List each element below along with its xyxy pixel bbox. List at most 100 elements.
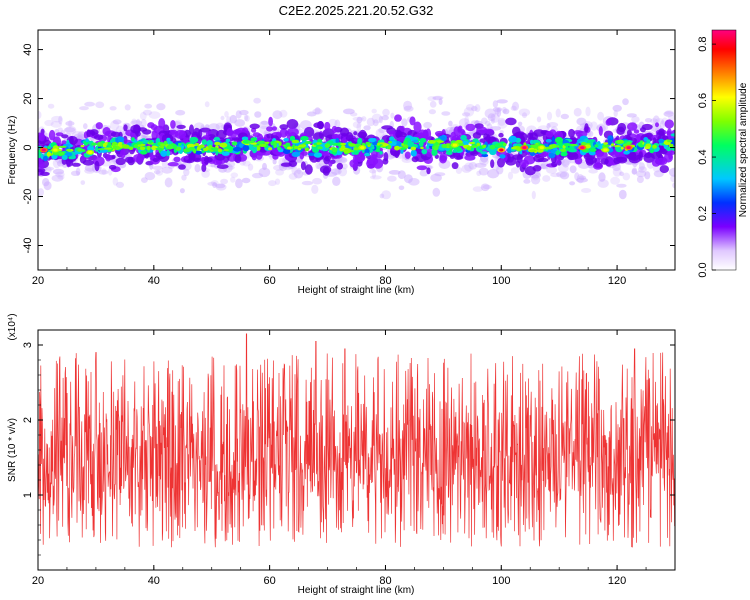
spectrogram-halo-blob	[130, 120, 143, 126]
spectrogram-halo-blob	[224, 111, 229, 118]
spectrogram-blob	[505, 117, 517, 126]
spectrogram-ridge-blob	[489, 144, 496, 150]
spectrogram-blob	[315, 156, 321, 163]
spectrogram-blob	[524, 166, 536, 176]
spectrogram-halo-blob	[79, 106, 89, 111]
spectrogram-halo-blob	[487, 169, 500, 179]
spectrogram-blob	[497, 157, 505, 168]
spectrogram-ridge-blob	[146, 145, 151, 151]
spectrogram-blob	[655, 122, 659, 128]
spectrogram-ridge-blob	[258, 143, 267, 147]
spectrogram-blob	[336, 162, 343, 170]
spectrogram-halo-blob	[220, 115, 225, 121]
spectrogram-halo-blob	[43, 181, 52, 191]
snr-series-line	[38, 333, 675, 548]
spectrogram-halo-blob	[668, 167, 675, 177]
spectrogram-halo-blob	[251, 172, 264, 179]
spectrogram-blob	[93, 134, 104, 140]
spectrogram-blob	[331, 134, 341, 140]
spectrogram-blob	[395, 130, 402, 139]
spectrogram-blob	[358, 129, 367, 140]
spectrogram-halo-blob	[141, 177, 148, 184]
spectrogram-peak	[360, 146, 365, 150]
spectrogram-ridge-blob	[160, 143, 166, 147]
spectrogram-ridge-blob	[155, 147, 163, 150]
spectrogram-blob	[389, 130, 398, 137]
spectrogram-blob	[457, 126, 462, 133]
spectrogram-blob	[585, 158, 594, 166]
spectrogram-ridge-blob	[388, 141, 392, 144]
spectrogram-ridge-blob	[104, 147, 112, 150]
spectrogram-core-blob	[166, 149, 171, 157]
spectrogram-peak	[580, 146, 585, 150]
spectrogram-halo-blob	[75, 167, 81, 176]
spectrogram-core-blob	[412, 139, 419, 143]
spectrogram-blob	[322, 166, 330, 176]
spectrogram-halo-blob	[51, 174, 64, 182]
spectrogram-ridge-blob	[247, 140, 255, 144]
spectrogram-blob	[38, 168, 46, 173]
spectrogram-halo-blob	[312, 177, 323, 185]
spectrogram-blob	[198, 129, 203, 139]
spectrogram-blob	[426, 167, 431, 175]
spectrogram-halo-blob	[98, 169, 109, 175]
spectrogram-halo-blob	[638, 162, 645, 171]
spectrogram-ridge-blob	[139, 146, 146, 151]
spectrogram-blob	[82, 159, 94, 166]
spectrogram-halo-blob	[110, 120, 120, 131]
spectrogram-ridge-blob	[332, 143, 339, 146]
spectrogram-core-blob	[364, 148, 370, 154]
spectrogram-ridge-blob	[123, 146, 131, 149]
spectrogram-peak	[41, 148, 46, 152]
spectrogram-halo-blob	[559, 171, 570, 180]
spectrogram-core-blob	[241, 136, 249, 141]
spectrogram-blob	[321, 150, 330, 157]
spectrogram-peak	[603, 148, 608, 152]
spectrogram-halo-blob	[464, 115, 470, 126]
spectrogram-ridge-blob	[273, 141, 277, 147]
spectrogram-halo-blob	[576, 177, 588, 183]
spectrogram-blob	[613, 157, 621, 165]
spectrogram-blob	[266, 126, 273, 132]
spectrogram-ridge-blob	[620, 146, 624, 150]
spectrogram-core-blob	[300, 136, 309, 141]
spectrogram-halo-blob	[63, 127, 76, 133]
spectrogram-core-blob	[658, 138, 665, 144]
spectrogram-halo-blob	[631, 167, 638, 175]
spectrogram-blob	[324, 155, 332, 162]
spectrogram-core-blob	[225, 138, 231, 143]
spectrogram-ridge-blob	[376, 142, 381, 146]
spectrogram-halo-blob	[239, 109, 249, 116]
spectrogram-halo-blob	[350, 112, 358, 117]
spectrogram-halo-blob	[352, 121, 362, 129]
spectrogram-halo-blob	[612, 104, 622, 112]
spectrogram-ridge-blob	[400, 147, 407, 151]
spectrogram-halo-blob	[487, 113, 496, 122]
spectrogram-halo-blob	[262, 162, 267, 171]
spectrogram-ridge-blob	[214, 141, 221, 146]
spectrogram-halo-blob	[448, 120, 453, 127]
spectrogram-blob	[515, 160, 521, 168]
spectrogram-ridge-blob	[91, 142, 97, 146]
spectrogram-halo-blob	[390, 112, 395, 119]
spectrogram-blob	[353, 131, 358, 136]
spectrogram-halo-blob	[555, 108, 561, 118]
spectrogram-core-blob	[480, 151, 488, 155]
spectrogram-blob	[349, 159, 359, 168]
spectrogram-core-blob	[431, 148, 438, 156]
spectrogram-ridge-blob	[202, 147, 209, 152]
spectrogram-halo-blob	[462, 112, 471, 117]
spectrogram-core-blob	[232, 147, 242, 152]
spectrogram-ridge-blob	[331, 147, 338, 153]
spectrogram-blob	[266, 133, 274, 139]
spectrogram-halo-blob	[369, 175, 382, 180]
spectrogram-blob	[89, 129, 99, 136]
spectrogram-blob	[416, 165, 428, 171]
spectrogram-blob	[641, 123, 653, 131]
spectrogram-blob	[527, 132, 534, 139]
spectrogram-ridge-blob	[231, 141, 238, 146]
spectrogram-ridge-blob	[256, 146, 261, 151]
spectrogram-halo-blob	[597, 179, 609, 188]
spectrogram-ridge-blob	[455, 139, 463, 144]
spectrogram-core-blob	[426, 145, 430, 150]
